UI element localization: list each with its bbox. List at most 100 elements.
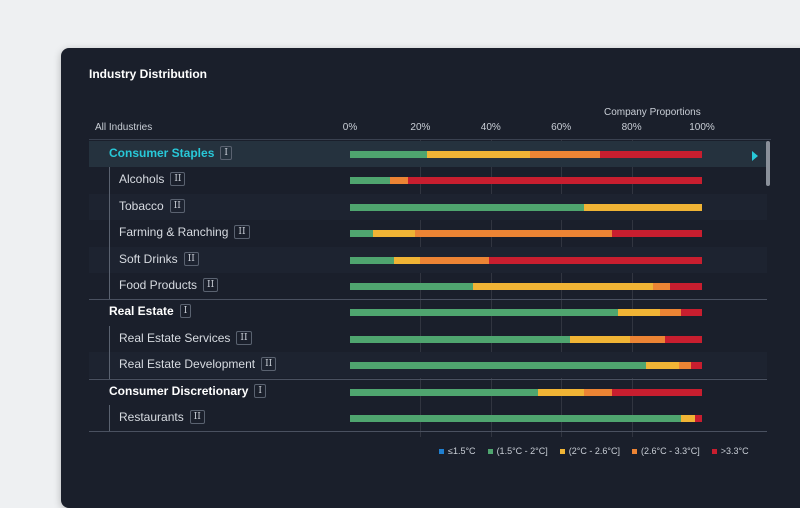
bar-segment-gt-3-3[interactable] [670,283,702,290]
bar-segment-2-6-to-3-3[interactable] [420,256,490,264]
bar-segment-gt-3-3[interactable] [489,256,702,264]
proportion-bar[interactable] [350,256,702,264]
scrollbar[interactable] [766,141,770,186]
legend-item: ≤1.5°C [439,446,476,456]
legend-item: (2°C - 2.6°C] [559,446,620,456]
row-label: Real Estate Services II [119,330,252,345]
bar-segment-2-6-to-3-3[interactable] [679,362,692,370]
row-label: Alcohols II [119,172,186,187]
legend-item: (1.5°C - 2°C] [487,446,548,456]
bar-segment-gt-3-3[interactable] [612,388,702,396]
industry-row[interactable]: Restaurants II [89,405,767,431]
proportion-bar[interactable] [350,388,702,396]
axis-tick-label: 40% [480,122,501,133]
industry-row[interactable]: Alcohols II [89,167,767,193]
industry-name: Alcohols [119,172,165,187]
bar-segment-2-to-2-6[interactable] [680,415,695,422]
proportion-bar[interactable] [350,203,702,211]
industry-row[interactable]: Food Products II [89,273,767,299]
bar-segment-gt-3-3[interactable] [665,335,702,343]
proportion-bar[interactable] [350,309,702,317]
row-label: Real Estate Development II [119,357,277,372]
proportion-bar[interactable] [350,151,702,158]
proportion-bar[interactable] [350,230,702,238]
bar-segment-1-5-to-2[interactable] [350,177,391,185]
bar-segment-1-5-to-2[interactable] [350,283,474,290]
bar-segment-gt-3-3[interactable] [612,230,702,238]
bar-segment-1-5-to-2[interactable] [350,335,570,343]
legend-label: (2°C - 2.6°C] [568,446,620,456]
bar-segment-1-5-to-2[interactable] [350,388,539,396]
bar-segment-gt-3-3[interactable] [680,309,702,317]
bar-segment-2-to-2-6[interactable] [427,151,530,158]
level-badge: II [261,357,277,372]
industry-row[interactable]: Real Estate Services II [89,326,767,352]
industry-row[interactable]: Soft Drinks II [89,246,767,273]
bar-segment-2-6-to-3-3[interactable] [652,283,671,290]
bar-segment-1-5-to-2[interactable] [350,230,373,238]
bar-segment-1-5-to-2[interactable] [350,309,618,317]
proportion-bar[interactable] [350,415,702,422]
level-badge: I [220,146,232,160]
proportion-bar[interactable] [350,335,702,343]
industry-distribution-panel: Industry Distribution Company Proportion… [61,48,800,508]
legend-swatch-icon [439,448,444,454]
bar-segment-2-to-2-6[interactable] [645,362,680,370]
bar-segment-gt-3-3[interactable] [408,177,702,185]
tree-connector [109,405,110,432]
row-label: Restaurants II [119,410,205,424]
bar-segment-2-6-to-3-3[interactable] [415,230,613,238]
industry-row[interactable]: Real Estate Development II [89,352,767,379]
axis-tick-label: 80% [621,122,642,133]
bar-segment-2-to-2-6[interactable] [538,388,585,396]
bar-segment-gt-3-3[interactable] [599,151,702,158]
level-badge: II [234,225,250,240]
bar-segment-gt-3-3[interactable] [691,362,702,370]
bar-segment-2-to-2-6[interactable] [372,230,416,238]
expand-arrow-icon[interactable] [752,151,758,161]
industry-group-row[interactable]: Consumer Discretionary I [89,379,767,405]
bar-segment-2-6-to-3-3[interactable] [529,151,600,158]
industry-group-row[interactable]: Consumer Staples I [89,141,767,167]
bar-segment-2-to-2-6[interactable] [617,309,660,317]
legend-label: (1.5°C - 2°C] [496,446,548,456]
row-label: Farming & Ranching II [119,225,250,240]
bar-segment-1-5-to-2[interactable] [350,256,394,264]
row-label: Consumer Staples I [109,146,232,160]
bar-segment-2-6-to-3-3[interactable] [659,309,681,317]
bar-segment-1-5-to-2[interactable] [350,415,681,422]
bar-segment-2-to-2-6[interactable] [570,335,630,343]
bar-segment-2-to-2-6[interactable] [473,283,653,290]
industry-group-row[interactable]: Real Estate I [89,299,767,325]
bar-segment-1-5-to-2[interactable] [350,203,585,211]
legend-swatch-icon [559,448,565,454]
industry-row[interactable]: Tobacco II [89,193,767,220]
axis-tick-label: 20% [410,122,431,133]
row-label: Tobacco II [119,198,185,213]
proportion-bar[interactable] [350,177,702,185]
legend-label: (2.6°C - 3.3°C] [641,446,700,456]
group-divider [89,299,767,301]
level-badge: I [179,304,192,319]
level-badge: II [236,330,252,345]
axis-title: Company Proportions [604,107,701,118]
level-badge: II [203,278,219,292]
bar-segment-gt-3-3[interactable] [694,415,702,422]
tree-connector [109,325,110,379]
bar-segment-2-to-2-6[interactable] [584,203,702,211]
bar-segment-1-5-to-2[interactable] [350,362,646,370]
bar-segment-2-6-to-3-3[interactable] [584,388,613,396]
header-divider [89,139,771,140]
bar-segment-1-5-to-2[interactable] [350,151,428,158]
industry-row[interactable]: Farming & Ranching II [89,220,767,246]
proportion-bar[interactable] [350,362,702,370]
bar-segment-2-6-to-3-3[interactable] [629,335,666,343]
industry-name: Tobacco [119,198,164,213]
proportion-bar[interactable] [350,283,702,290]
bar-segment-2-to-2-6[interactable] [394,256,421,264]
bar-segment-2-6-to-3-3[interactable] [390,177,409,185]
row-label: Soft Drinks II [119,251,199,266]
row-label: Real Estate I [109,304,192,319]
row-label: Food Products II [119,278,219,292]
axis-tick-label: 60% [551,122,572,133]
